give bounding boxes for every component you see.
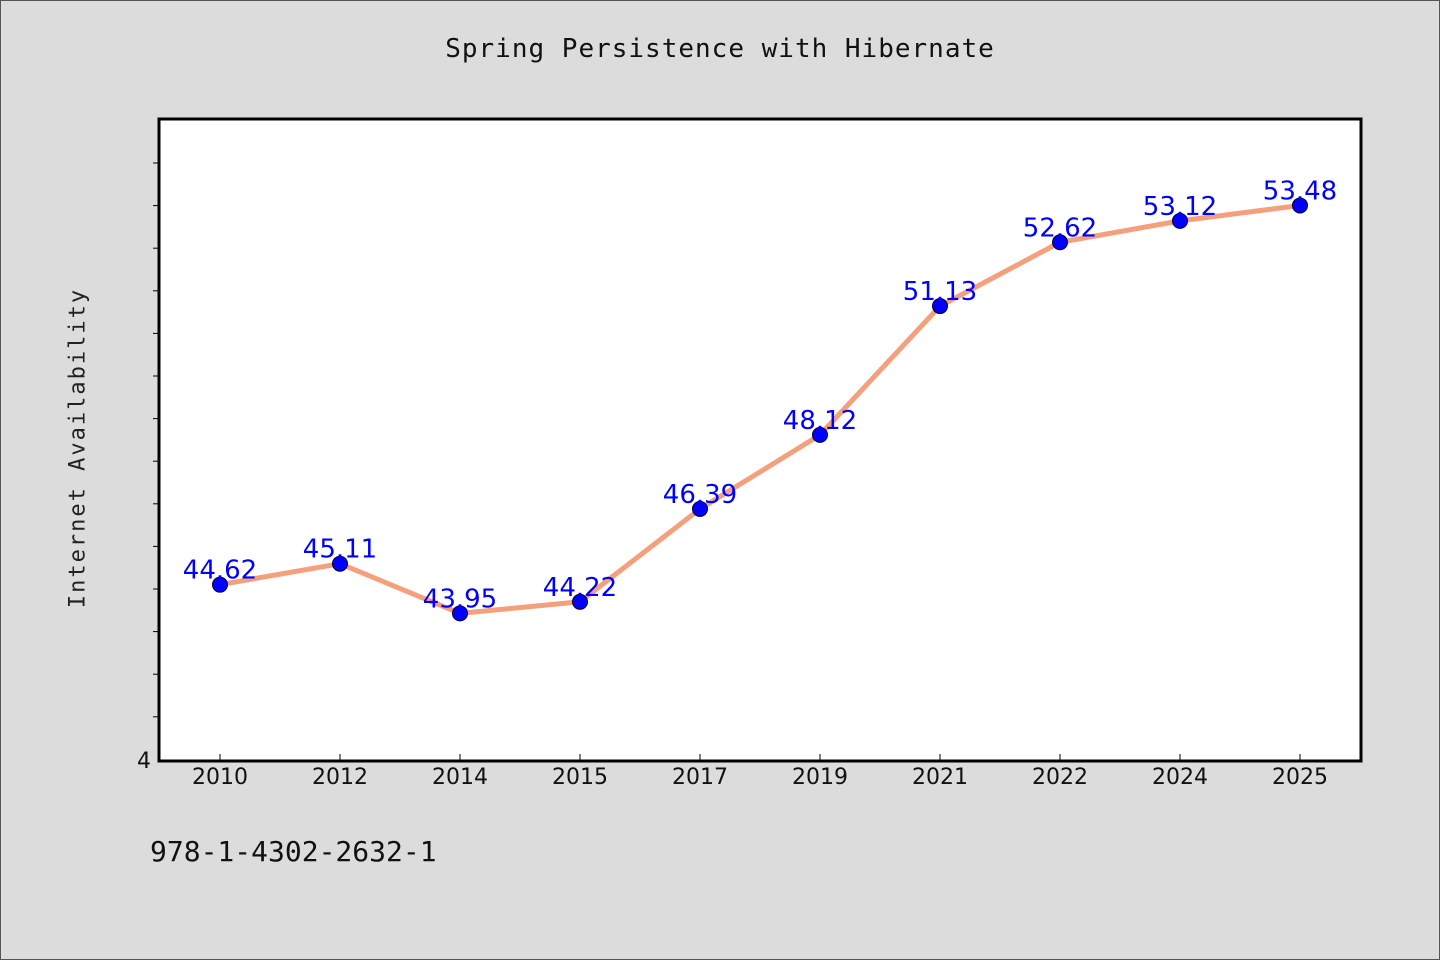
data-point xyxy=(332,555,348,572)
x-tick-label: 2025 xyxy=(1272,765,1328,790)
data-labels: 44.62 45.11 43.95 44.22 46.39 48.12 51.13 52.62… xyxy=(183,176,1337,614)
data-point xyxy=(1172,212,1188,229)
x-axis-ticks: 2010 2012 2014 2015 2017 2019 2021 2022 2024 2025 xyxy=(192,754,1328,790)
data-label: 53.48 xyxy=(1263,176,1337,206)
data-label: 43.95 xyxy=(423,584,497,614)
data-point xyxy=(212,576,228,593)
y-axis-ticks: 4 xyxy=(137,162,159,774)
data-label: 44.22 xyxy=(543,573,617,603)
series-line-group xyxy=(217,202,1303,616)
x-tick-label: 2021 xyxy=(912,765,968,790)
x-tick-label: 2017 xyxy=(672,765,728,790)
data-label: 53.12 xyxy=(1143,192,1217,222)
data-point xyxy=(1052,234,1068,251)
data-label: 44.62 xyxy=(183,556,257,586)
series-line xyxy=(217,202,1303,616)
y-tick-label: 4 xyxy=(137,749,151,774)
data-label: 52.62 xyxy=(1023,213,1097,243)
x-tick-label: 2022 xyxy=(1032,765,1088,790)
data-point xyxy=(692,500,708,517)
x-tick-label: 2012 xyxy=(312,765,368,790)
data-point xyxy=(932,298,948,315)
x-tick-label: 2010 xyxy=(192,765,248,790)
x-tick-label: 2019 xyxy=(792,765,848,790)
data-point xyxy=(1292,197,1308,214)
data-point xyxy=(452,605,468,622)
x-tick-label: 2024 xyxy=(1152,765,1208,790)
data-label: 45.11 xyxy=(303,535,377,565)
x-tick-label: 2014 xyxy=(432,765,488,790)
data-point xyxy=(812,426,828,443)
data-label: 51.13 xyxy=(903,277,977,307)
data-label: 46.39 xyxy=(663,480,737,510)
isbn-text: 978-1-4302-2632-1 xyxy=(150,835,437,868)
data-point xyxy=(572,593,588,610)
data-label: 48.12 xyxy=(783,406,857,436)
x-tick-label: 2015 xyxy=(552,765,608,790)
series-markers xyxy=(212,197,1308,622)
chart-title: Spring Persistence with Hibernate xyxy=(445,34,995,64)
